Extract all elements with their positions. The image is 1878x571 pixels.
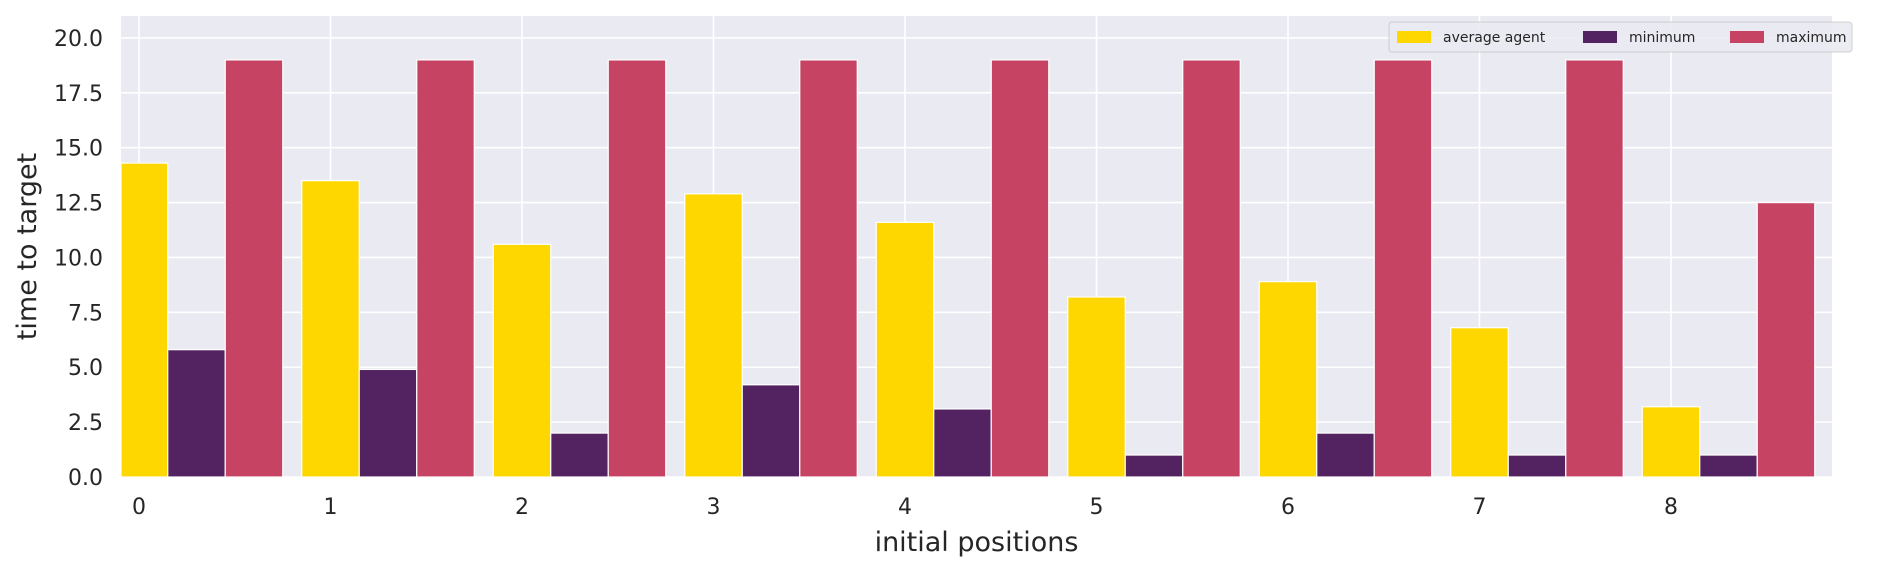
legend-box [1388, 21, 1853, 53]
bar-maximum-6 [1373, 59, 1433, 478]
y-tick-label: 17.5 [54, 82, 103, 107]
y-tick-label: 15.0 [54, 137, 103, 162]
x-tick-label: 5 [1090, 495, 1104, 520]
x-tick-labels: 0 1 2 3 4 5 6 7 8 [132, 495, 1678, 520]
x-tick-label: 6 [1281, 495, 1295, 520]
bar-minimum-4 [933, 408, 992, 478]
bar-average-agent-6 [1258, 281, 1318, 478]
bar-average-agent-2 [492, 243, 552, 478]
legend-swatch [1730, 31, 1764, 43]
bar-maximum-4 [990, 59, 1050, 478]
bar-average-agent-5 [1067, 296, 1126, 478]
bar-minimum-2 [550, 432, 609, 478]
y-tick-label: 12.5 [54, 192, 103, 217]
bar-average-agent-3 [684, 193, 743, 478]
bar-maximum-1 [416, 59, 475, 478]
legend-label: maximum [1776, 30, 1847, 46]
bar-minimum-1 [358, 368, 418, 478]
bar-minimum-6 [1316, 432, 1375, 478]
y-tick-label: 7.5 [68, 301, 103, 326]
bar-maximum-3 [799, 59, 858, 478]
x-tick-label: 1 [324, 495, 338, 520]
y-tick-labels: 0.0 2.5 5.0 7.5 10.0 12.5 15.0 17.5 20.0 [54, 27, 103, 491]
bar-average-agent-1 [301, 180, 360, 478]
bar-minimum-3 [741, 384, 801, 478]
bar-average-agent-0 [120, 162, 169, 478]
y-tick-label: 2.5 [68, 411, 103, 436]
x-tick-label: 3 [707, 495, 721, 520]
x-tick-label: 4 [898, 495, 912, 520]
bar-minimum-8 [1699, 454, 1758, 478]
y-axis-label: time to target [12, 153, 43, 340]
x-tick-label: 8 [1664, 495, 1678, 520]
bar-maximum-8 [1756, 201, 1816, 478]
x-tick-label: 0 [132, 495, 146, 520]
x-tick-label: 7 [1473, 495, 1487, 520]
legend: average agent minimum maximum [1388, 21, 1853, 53]
bar-maximum-7 [1565, 59, 1624, 478]
y-tick-label: 20.0 [54, 27, 103, 52]
bar-maximum-2 [607, 59, 667, 478]
legend-swatch [1583, 31, 1617, 43]
y-tick-label: 0.0 [68, 466, 103, 491]
bar-minimum-7 [1507, 454, 1567, 478]
bar-average-agent-4 [875, 221, 935, 478]
bar-maximum-5 [1182, 59, 1241, 478]
x-tick-label: 2 [515, 495, 529, 520]
bar-minimum-0 [167, 349, 226, 478]
legend-label: average agent [1443, 30, 1546, 46]
bars [120, 59, 1816, 478]
bar-average-agent-8 [1641, 406, 1701, 478]
legend-label: minimum [1629, 30, 1695, 46]
y-tick-label: 5.0 [68, 356, 103, 381]
bar-average-agent-7 [1450, 327, 1509, 478]
bar-maximum-0 [224, 59, 284, 478]
y-tick-label: 10.0 [54, 246, 103, 271]
x-axis-label: initial positions [875, 527, 1079, 558]
bar-minimum-5 [1124, 454, 1184, 478]
legend-swatch [1397, 31, 1431, 43]
